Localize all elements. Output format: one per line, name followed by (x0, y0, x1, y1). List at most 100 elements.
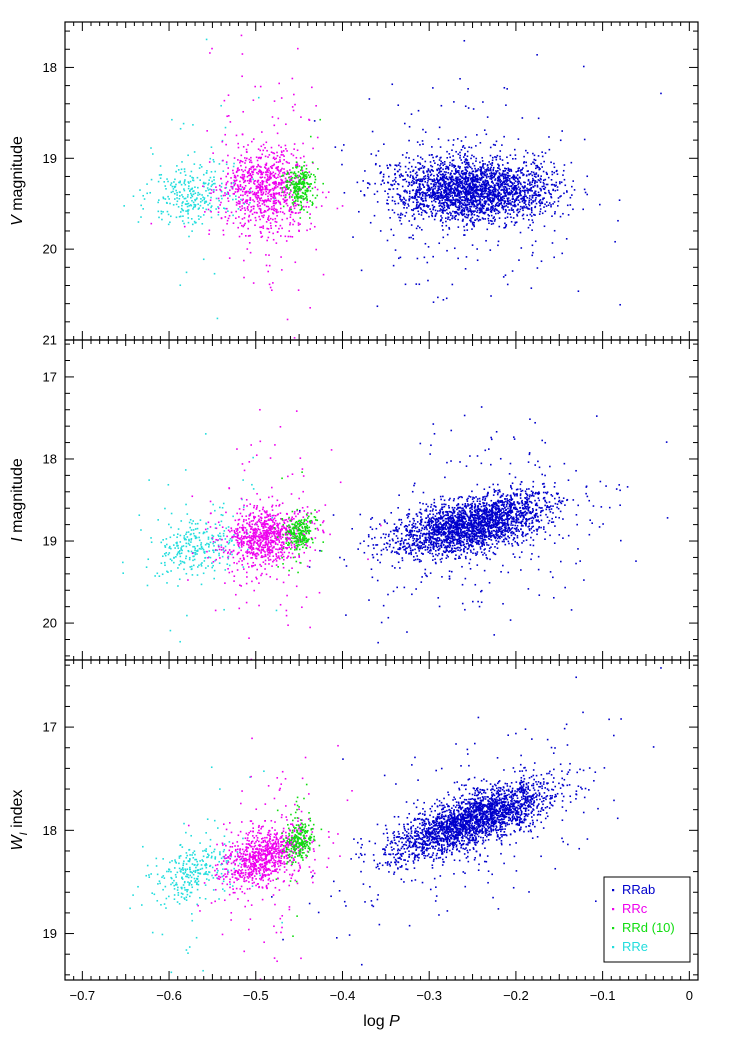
rrc-point (219, 204, 221, 206)
rrab-point (454, 173, 456, 175)
rrc-point (217, 207, 220, 210)
rrab-point (400, 173, 402, 175)
rrab-point (461, 187, 464, 190)
rrab-point (540, 526, 542, 529)
rrc-point (274, 182, 276, 184)
rrd-point (296, 174, 298, 177)
rrab-point (551, 183, 554, 186)
rrc-point (227, 191, 229, 194)
rrc-point (258, 165, 261, 168)
rrab-point (545, 171, 548, 174)
rrab-point (459, 174, 462, 177)
rrab-point (542, 170, 545, 173)
rrab-point (418, 184, 421, 186)
rrab-point (541, 483, 544, 485)
rre-point (201, 222, 204, 225)
rrab-point (447, 537, 449, 539)
rrab-point (490, 171, 493, 174)
rrab-point (534, 205, 537, 208)
rrab-point (405, 547, 407, 550)
rrd-point (297, 171, 300, 173)
rrab-point (471, 154, 473, 157)
rrab-point (549, 571, 552, 573)
rrab-point (438, 126, 441, 129)
rrc-point (289, 178, 291, 181)
rrc-point (275, 157, 277, 160)
rrab-point (483, 200, 486, 203)
rrab-point (352, 236, 354, 238)
rrab-point (571, 185, 573, 188)
rrd-point (294, 182, 297, 185)
rrc-point (275, 192, 277, 194)
rrab-point (539, 204, 541, 207)
rrab-point (512, 553, 515, 555)
rrab-point (534, 181, 536, 183)
rrab-point (454, 169, 457, 172)
rrab-point (501, 182, 504, 185)
rrab-point (539, 194, 542, 197)
rrab-point (516, 197, 519, 199)
rrab-point (424, 177, 427, 180)
rrab-point (501, 188, 503, 191)
rrab-point (507, 202, 510, 205)
rrab-point (520, 183, 522, 186)
rrab-point (493, 491, 496, 493)
rrc-point (271, 116, 274, 118)
rrd-point (295, 181, 297, 184)
rrab-point (416, 526, 419, 529)
rrab-point (540, 175, 542, 177)
rrab-point (442, 173, 444, 175)
rrab-point (473, 204, 476, 207)
rrab-point (525, 206, 528, 208)
rrab-point (433, 218, 436, 221)
rrab-point (457, 182, 459, 184)
rrab-point (487, 181, 489, 184)
rrab-point (393, 179, 396, 181)
rrab-point (456, 187, 459, 189)
rrab-point (387, 535, 390, 538)
rrab-point (469, 519, 471, 522)
rrc-point (307, 206, 310, 208)
rrab-point (454, 195, 456, 197)
rrc-point (275, 211, 278, 214)
rrd-point (314, 178, 317, 181)
rrc-point (264, 185, 267, 188)
rrc-point (233, 176, 236, 179)
rrab-point (510, 176, 513, 179)
rrab-point (469, 513, 472, 515)
rrd-point (298, 196, 301, 199)
rrab-point (473, 205, 475, 208)
rrab-point (456, 194, 459, 196)
rrab-point (484, 192, 486, 195)
rrab-point (452, 196, 454, 199)
rrab-point (467, 178, 470, 180)
rrab-point (472, 176, 475, 179)
rrd-point (294, 186, 297, 188)
rrc-point (257, 186, 260, 189)
rrab-point (412, 238, 415, 240)
rrab-point (497, 244, 499, 247)
rrab-point (533, 179, 535, 182)
rrab-point (408, 139, 410, 142)
rrc-point (303, 155, 305, 158)
rrab-point (479, 211, 482, 214)
rrab-point (457, 506, 459, 509)
rrab-point (538, 201, 540, 203)
rre-point (213, 188, 215, 191)
rre-point (167, 223, 170, 226)
rrc-point (272, 200, 275, 202)
rrab-point (449, 176, 451, 179)
rrab-point (484, 169, 486, 171)
rrab-point (539, 199, 542, 201)
rrab-point (399, 214, 402, 216)
rrc-point (242, 202, 245, 204)
rrc-point (246, 207, 249, 210)
rrab-point (458, 213, 460, 216)
rrab-point (436, 177, 438, 179)
rrab-point (481, 193, 483, 195)
rrab-point (614, 240, 616, 243)
rrab-point (477, 541, 480, 543)
rrab-point (432, 548, 435, 550)
rrab-point (523, 199, 526, 202)
rrd-point (304, 193, 306, 196)
